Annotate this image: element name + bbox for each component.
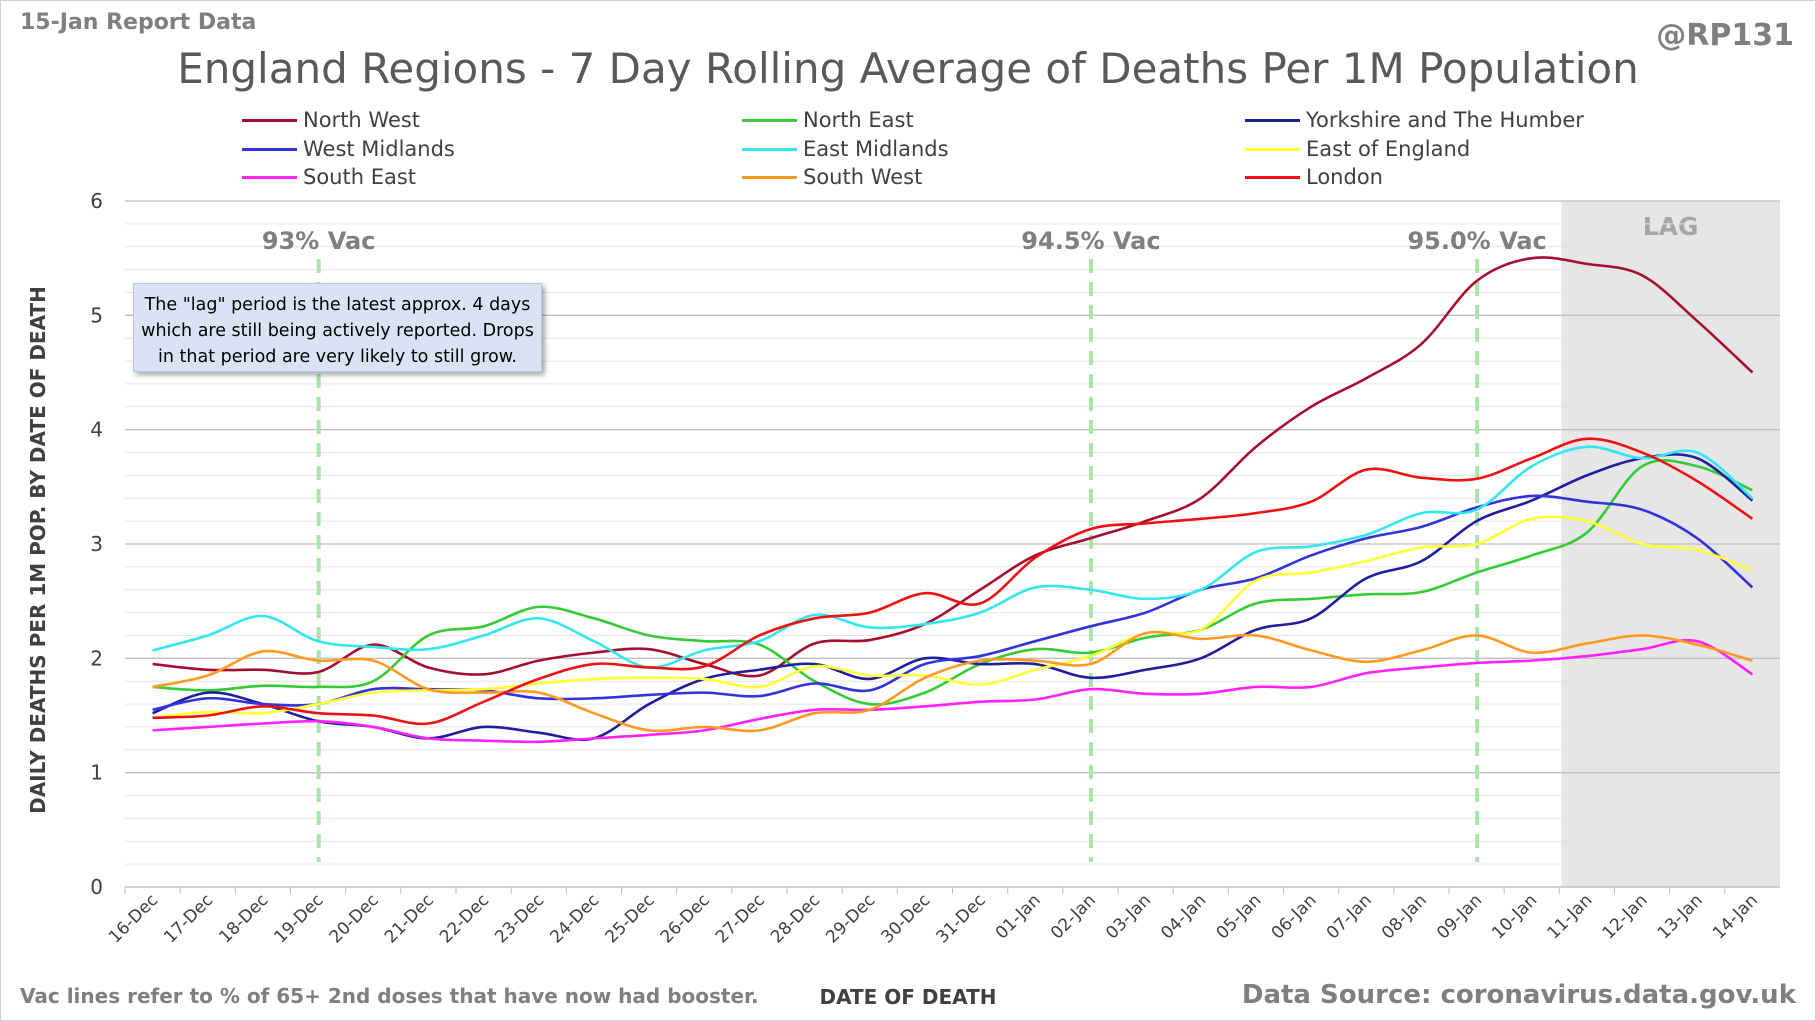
- y-tick-label: 3: [90, 532, 103, 556]
- x-tick-label: 10-Jan: [1488, 890, 1541, 943]
- report-date-label: 15-Jan Report Data: [20, 10, 257, 35]
- x-tick-label: 24-Dec: [546, 890, 603, 947]
- chart-title: England Regions - 7 Day Rolling Average …: [177, 44, 1639, 93]
- x-tick-label: 13-Jan: [1654, 890, 1707, 943]
- legend-label: East Midlands: [803, 137, 949, 161]
- data-source: Data Source: coronavirus.data.gov.uk: [1241, 980, 1796, 1010]
- legend-item-west-midlands: West Midlands: [242, 137, 455, 161]
- legend-swatch: [242, 175, 297, 179]
- x-tick-label: 05-Jan: [1212, 890, 1265, 943]
- series-line-south-east: [152, 638, 1754, 744]
- lag-label: LAG: [1643, 212, 1699, 241]
- series-line-yorkshire-and-the-humber: [152, 453, 1754, 742]
- series-line-east-of-england: [152, 515, 1753, 720]
- legend-item-east-of-england: East of England: [1245, 137, 1470, 161]
- x-tick-label: 11-Jan: [1543, 890, 1596, 943]
- x-tick-label: 01-Jan: [992, 890, 1045, 943]
- vac-label: 93% Vac: [262, 227, 375, 255]
- x-tick-label: 22-Dec: [436, 890, 493, 947]
- x-tick-label: 03-Jan: [1102, 890, 1155, 943]
- legend-label: North West: [303, 108, 421, 132]
- legend-swatch: [742, 118, 797, 122]
- x-tick-label: 06-Jan: [1268, 890, 1321, 943]
- series-line-north-west: [152, 256, 1754, 678]
- legend-item-north-west: North West: [242, 108, 420, 132]
- author-handle: @RP131: [1656, 18, 1794, 53]
- y-tick-label: 1: [90, 761, 103, 785]
- vac-label: 94.5% Vac: [1021, 227, 1160, 255]
- x-tick-label: 14-Jan: [1709, 890, 1762, 943]
- x-axis-label: DATE OF DEATH: [819, 985, 997, 1009]
- x-tick-label: 31-Dec: [933, 890, 990, 947]
- vac-label: 95.0% Vac: [1407, 227, 1546, 255]
- y-tick-label: 4: [90, 418, 103, 442]
- x-tick-label: 08-Jan: [1378, 890, 1431, 943]
- series-line-north-east: [152, 459, 1753, 706]
- x-tick-label: 23-Dec: [491, 890, 548, 947]
- x-tick-label: 07-Jan: [1323, 890, 1376, 943]
- legend-label: North East: [803, 108, 914, 132]
- x-tick-label: 29-Dec: [822, 890, 879, 947]
- x-tick-label: 04-Jan: [1157, 890, 1210, 943]
- x-tick-label: 16-Dec: [105, 890, 162, 947]
- x-tick-label: 30-Dec: [877, 890, 934, 947]
- x-tick-label: 18-Dec: [215, 890, 272, 947]
- legend-label: South East: [303, 165, 417, 189]
- legend-item-yorkshire-and-the-humber: Yorkshire and The Humber: [1245, 108, 1584, 132]
- x-tick-label: 26-Dec: [657, 890, 714, 947]
- y-tick-label: 2: [90, 646, 103, 670]
- legend-label: South West: [803, 165, 923, 189]
- x-tick-label: 27-Dec: [712, 890, 769, 947]
- legend-item-north-east: North East: [742, 108, 914, 132]
- legend-swatch: [242, 147, 297, 151]
- x-tick-label: 20-Dec: [326, 890, 383, 947]
- y-tick-label: 6: [90, 189, 103, 213]
- x-tick-label: 25-Dec: [602, 890, 659, 947]
- lag-note-box: The "lag" period is the latest approx. 4…: [133, 283, 542, 372]
- legend-label: Yorkshire and The Humber: [1306, 108, 1584, 132]
- series-line-london: [152, 437, 1754, 726]
- legend-swatch: [1245, 175, 1300, 179]
- series-line-south-west: [152, 630, 1753, 733]
- legend-label: London: [1306, 165, 1383, 189]
- x-tick-label: 02-Jan: [1047, 890, 1100, 943]
- legend-label: West Midlands: [303, 137, 455, 161]
- series-line-east-midlands: [152, 445, 1754, 669]
- x-tick-label: 28-Dec: [767, 890, 824, 947]
- legend-swatch: [1245, 147, 1300, 151]
- legend-item-south-east: South East: [242, 165, 416, 189]
- legend-swatch: [742, 147, 797, 151]
- vac-footnote: Vac lines refer to % of 65+ 2nd doses th…: [20, 984, 759, 1008]
- x-tick-label: 19-Dec: [271, 890, 328, 947]
- x-tick-label: 12-Jan: [1599, 890, 1652, 943]
- legend-item-south-west: South West: [742, 165, 922, 189]
- y-tick-label: 5: [90, 303, 103, 327]
- y-axis-label: DAILY DEATHS PER 1M POP. BY DATE OF DEAT…: [26, 286, 50, 814]
- legend-item-london: London: [1245, 165, 1383, 189]
- legend-item-east-midlands: East Midlands: [742, 137, 949, 161]
- legend-swatch: [1245, 118, 1300, 122]
- x-tick-label: 17-Dec: [160, 890, 217, 947]
- x-tick-label: 09-Jan: [1433, 890, 1486, 943]
- legend-label: East of England: [1306, 137, 1471, 161]
- y-tick-label: 0: [90, 875, 103, 899]
- x-tick-label: 21-Dec: [381, 890, 438, 947]
- legend-swatch: [242, 118, 297, 122]
- legend-swatch: [742, 175, 797, 179]
